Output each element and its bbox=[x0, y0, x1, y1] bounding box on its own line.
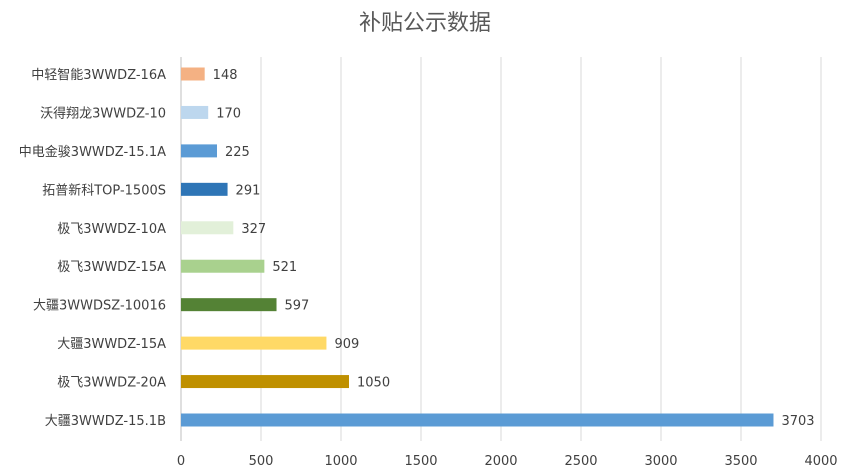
value-label-8: 909 bbox=[334, 337, 359, 352]
value-label-3: 225 bbox=[225, 145, 250, 160]
x-tick-label-2000: 2000 bbox=[484, 454, 517, 469]
bar-10 bbox=[181, 413, 774, 427]
value-label-2: 170 bbox=[216, 106, 241, 121]
bar-7 bbox=[181, 298, 277, 312]
bar-1 bbox=[181, 67, 205, 81]
value-label-10: 3703 bbox=[781, 414, 814, 429]
bar-5 bbox=[181, 221, 234, 235]
value-label-5: 327 bbox=[241, 222, 266, 237]
x-tick-label-0: 0 bbox=[177, 454, 185, 469]
category-label-7: 大疆3WWDSZ-10016 bbox=[33, 299, 166, 314]
x-tick-label-500: 500 bbox=[249, 454, 274, 469]
bar-6 bbox=[181, 259, 265, 273]
category-label-6: 极飞3WWDZ-15A bbox=[57, 260, 166, 275]
category-label-9: 极飞3WWDZ-20A bbox=[57, 376, 166, 391]
category-label-5: 极飞3WWDZ-10A bbox=[57, 222, 166, 237]
x-tick-label-3000: 3000 bbox=[644, 454, 677, 469]
value-label-6: 521 bbox=[272, 260, 297, 275]
x-tick-label-4000: 4000 bbox=[804, 454, 837, 469]
bar-9 bbox=[181, 375, 349, 389]
value-label-4: 291 bbox=[236, 183, 261, 198]
category-label-10: 大疆3WWDZ-15.1B bbox=[45, 414, 166, 429]
chart-title: 补贴公示数据 bbox=[359, 11, 491, 36]
value-label-1: 148 bbox=[213, 68, 238, 83]
category-label-3: 中电金骏3WWDZ-15.1A bbox=[19, 144, 166, 160]
category-label-8: 大疆3WWDZ-15A bbox=[57, 337, 166, 352]
bar-4 bbox=[181, 182, 228, 196]
bar-3 bbox=[181, 144, 217, 158]
value-label-9: 1050 bbox=[357, 376, 390, 391]
x-tick-label-1500: 1500 bbox=[404, 454, 437, 469]
value-label-7: 597 bbox=[285, 299, 310, 314]
bar-2 bbox=[181, 105, 209, 119]
category-label-2: 沃得翔龙3WWDZ-10 bbox=[40, 105, 166, 121]
x-tick-label-2500: 2500 bbox=[564, 454, 597, 469]
labels: 0 500 1000 1500 2000 2500 3000 3500 4000 中轻智能3WWD… bbox=[19, 68, 838, 469]
bar-8 bbox=[181, 336, 327, 350]
x-tick-label-3500: 3500 bbox=[724, 454, 757, 469]
bars bbox=[181, 67, 774, 427]
x-tick-label-1000: 1000 bbox=[324, 454, 357, 469]
gridlines bbox=[260, 57, 822, 441]
category-label-1: 中轻智能3WWDZ-16A bbox=[31, 68, 166, 83]
category-label-4: 拓普新科TOP-1500S bbox=[42, 182, 166, 198]
